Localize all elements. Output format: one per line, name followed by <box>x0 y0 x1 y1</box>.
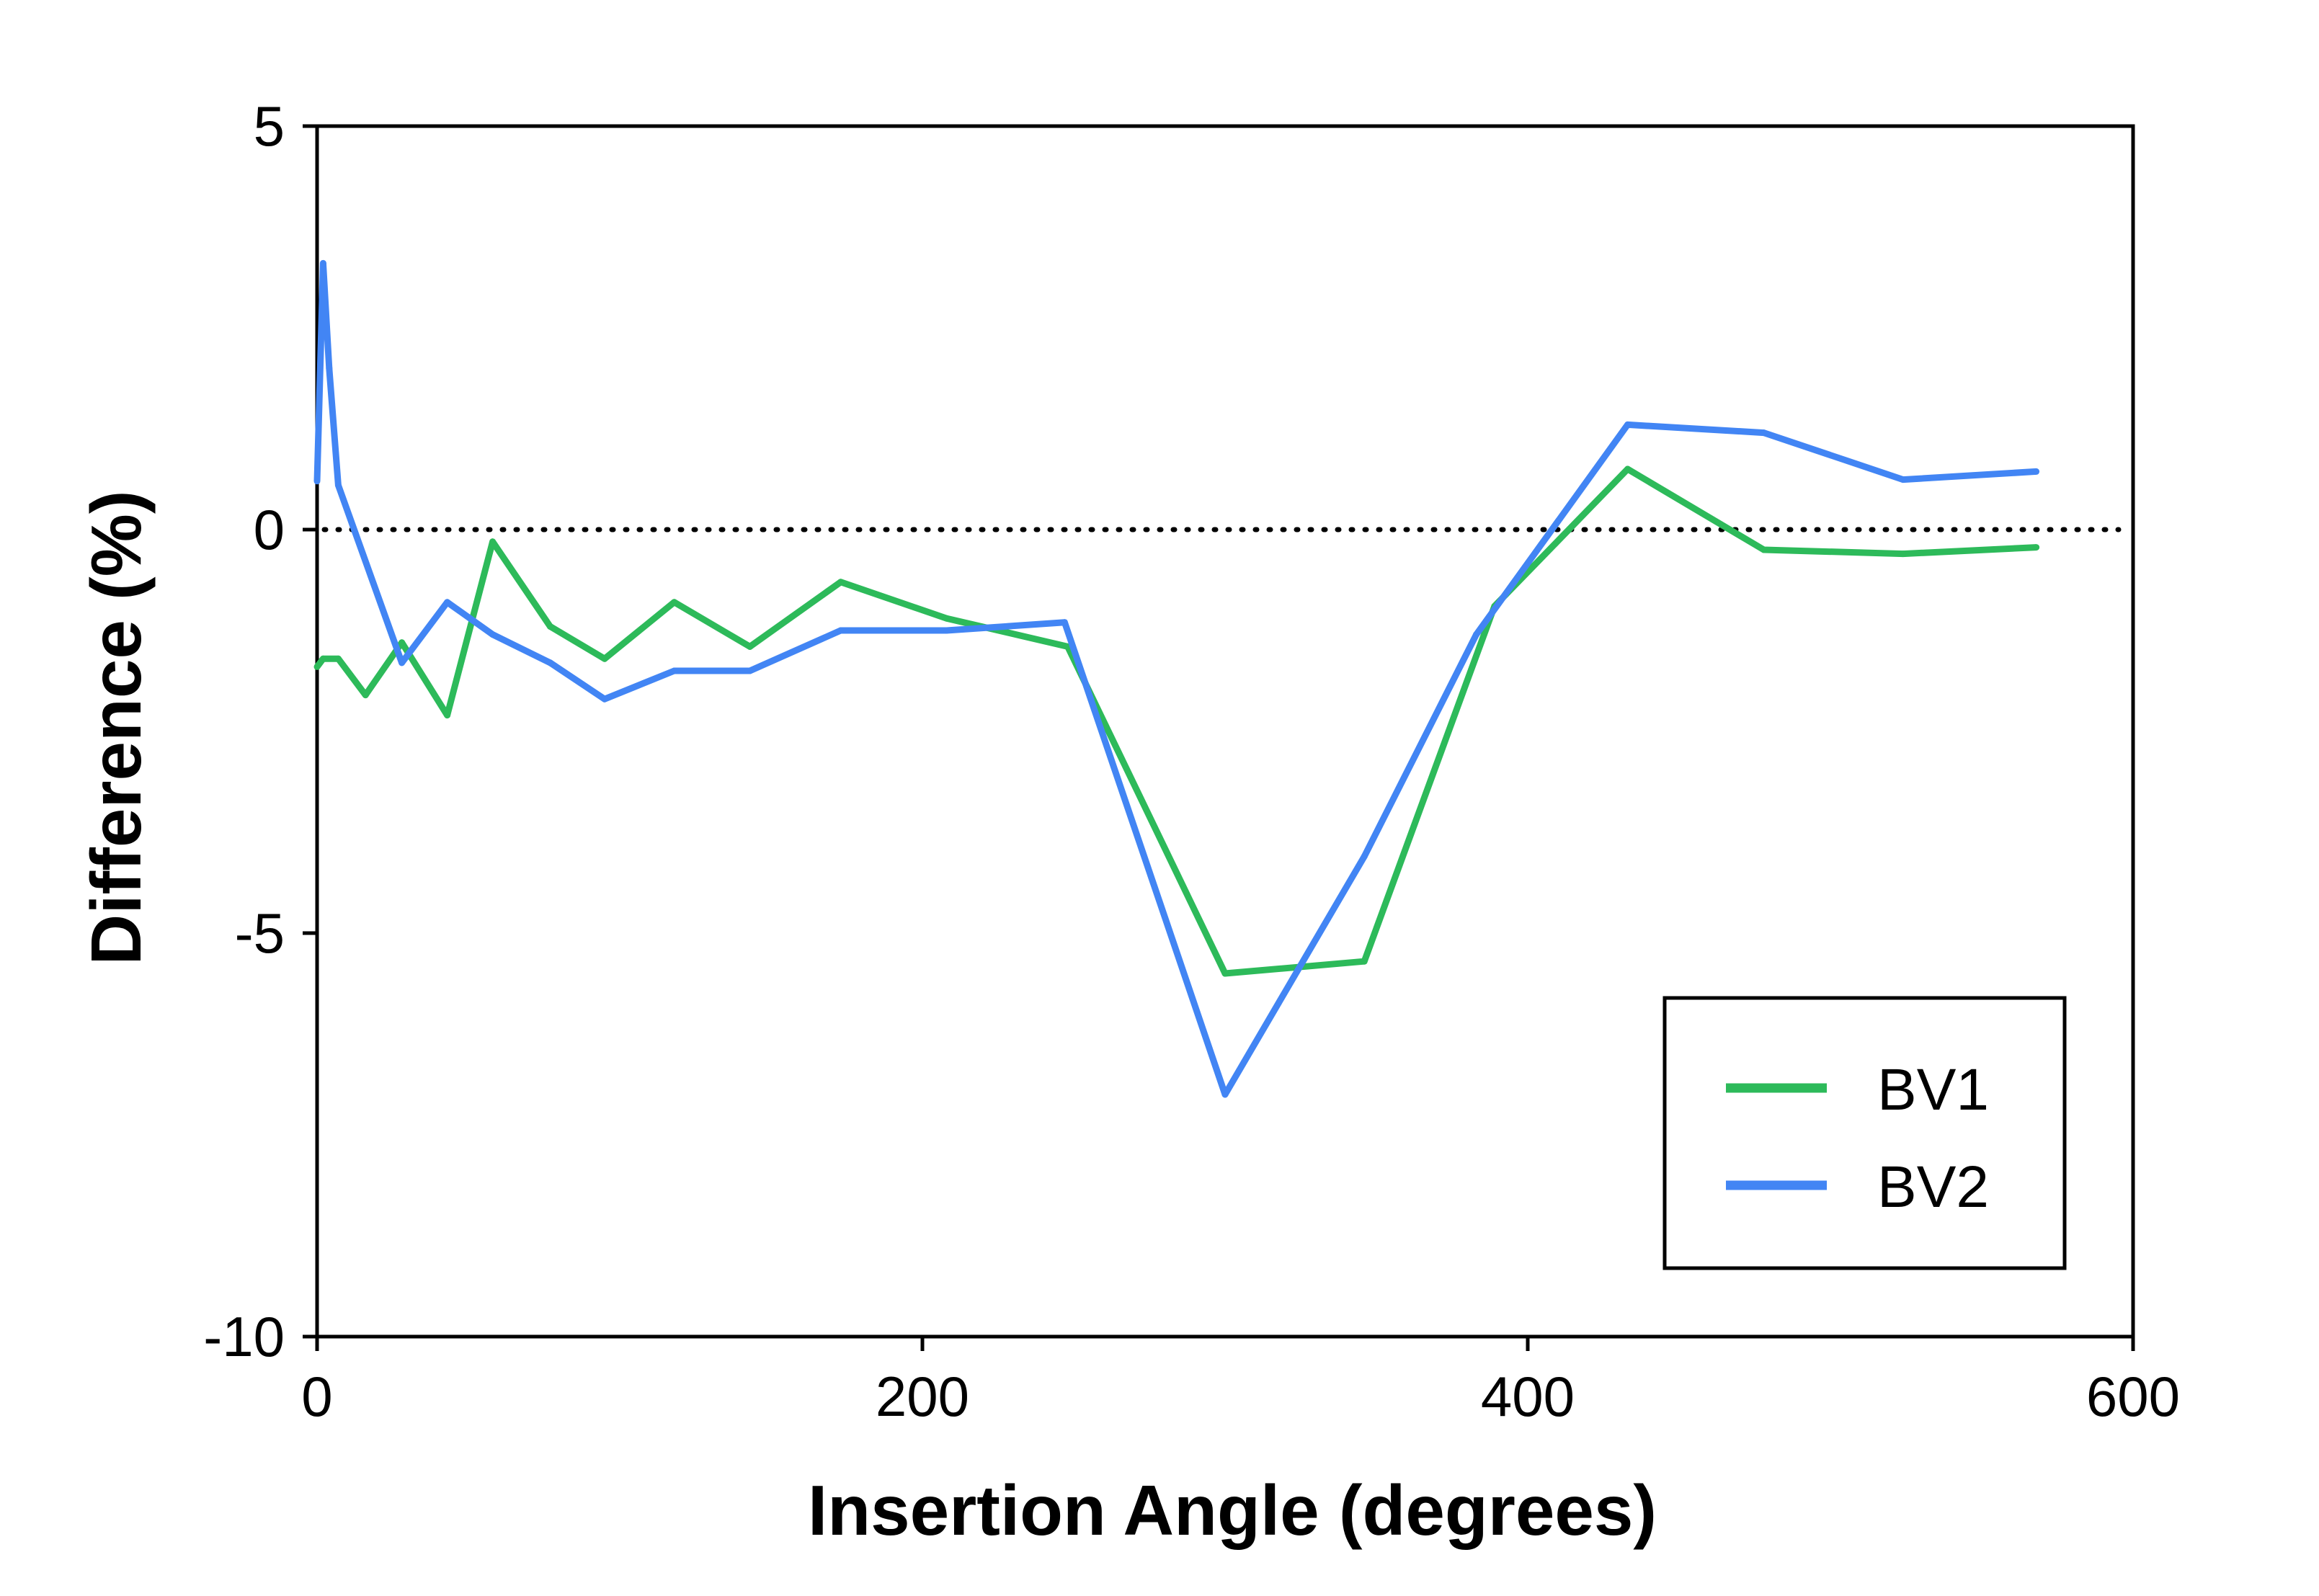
data-point-bv2 <box>671 667 678 674</box>
x-tick-label: 200 <box>876 1365 969 1428</box>
data-point-bv2 <box>444 599 451 606</box>
data-point-bv2 <box>334 481 342 489</box>
data-point-bv2 <box>1624 421 1632 428</box>
y-tick-label: 5 <box>254 94 285 158</box>
data-point-bv1 <box>2033 544 2040 551</box>
data-point-bv1 <box>399 639 406 646</box>
data-point-bv1 <box>334 655 342 662</box>
data-point-bv2 <box>319 259 326 267</box>
legend: BV1 BV2 <box>1663 996 2067 1270</box>
data-point-bv1 <box>943 615 951 622</box>
legend-label-bv1: BV1 <box>1877 1057 1989 1123</box>
data-point-bv1 <box>546 623 553 630</box>
data-point-bv1 <box>1624 465 1632 473</box>
data-point-bv2 <box>489 631 497 638</box>
y-tick-label: -5 <box>235 901 285 965</box>
data-point-bv2 <box>837 627 845 634</box>
plot-area-frame <box>315 124 2135 1339</box>
data-point-bv1 <box>489 538 497 545</box>
data-point-bv1 <box>1221 970 1229 977</box>
y-axis-title: Difference (%) <box>76 491 156 966</box>
axis-ticks: 0 200 400 600 -10 -5 0 5 <box>203 94 2180 1428</box>
data-point-bv1 <box>1361 958 1368 965</box>
data-point-bv2 <box>2033 468 2040 475</box>
legend-label-bv2: BV2 <box>1877 1154 1989 1220</box>
data-point-bv1 <box>837 579 845 586</box>
data-point-bv2 <box>943 627 951 634</box>
data-point-bv2 <box>1761 429 1768 437</box>
data-point-bv1 <box>601 655 608 662</box>
data-point-bv2 <box>313 478 321 485</box>
data-point-bv2 <box>546 659 553 667</box>
data-series <box>313 259 2040 1098</box>
y-tick-label: 0 <box>254 498 285 561</box>
data-point-bv2 <box>747 667 754 674</box>
data-point-bv1 <box>1761 546 1768 553</box>
data-point-bv1 <box>313 663 321 670</box>
x-tick-label: 400 <box>1481 1365 1575 1428</box>
data-point-bv1 <box>671 599 678 606</box>
data-point-bv2 <box>1061 619 1068 626</box>
data-point-bv1 <box>747 643 754 650</box>
legend-box <box>1663 996 2067 1270</box>
x-tick-label: 600 <box>2086 1365 2180 1428</box>
x-axis-title: Insertion Angle (degrees) <box>808 1471 1657 1550</box>
data-point-bv2 <box>1473 631 1480 638</box>
y-tick-label: -10 <box>203 1305 285 1368</box>
data-point-bv2 <box>399 659 406 667</box>
data-point-bv1 <box>362 692 369 699</box>
x-tick-label: 0 <box>301 1365 332 1428</box>
data-point-bv2 <box>326 365 333 372</box>
data-point-bv2 <box>1900 476 1907 483</box>
data-point-bv1 <box>444 712 451 719</box>
data-point-bv1 <box>319 655 326 662</box>
data-point-bv2 <box>601 695 608 703</box>
data-point-bv1 <box>1900 550 1907 558</box>
data-point-bv2 <box>1361 853 1368 860</box>
data-point-bv2 <box>1221 1091 1229 1098</box>
